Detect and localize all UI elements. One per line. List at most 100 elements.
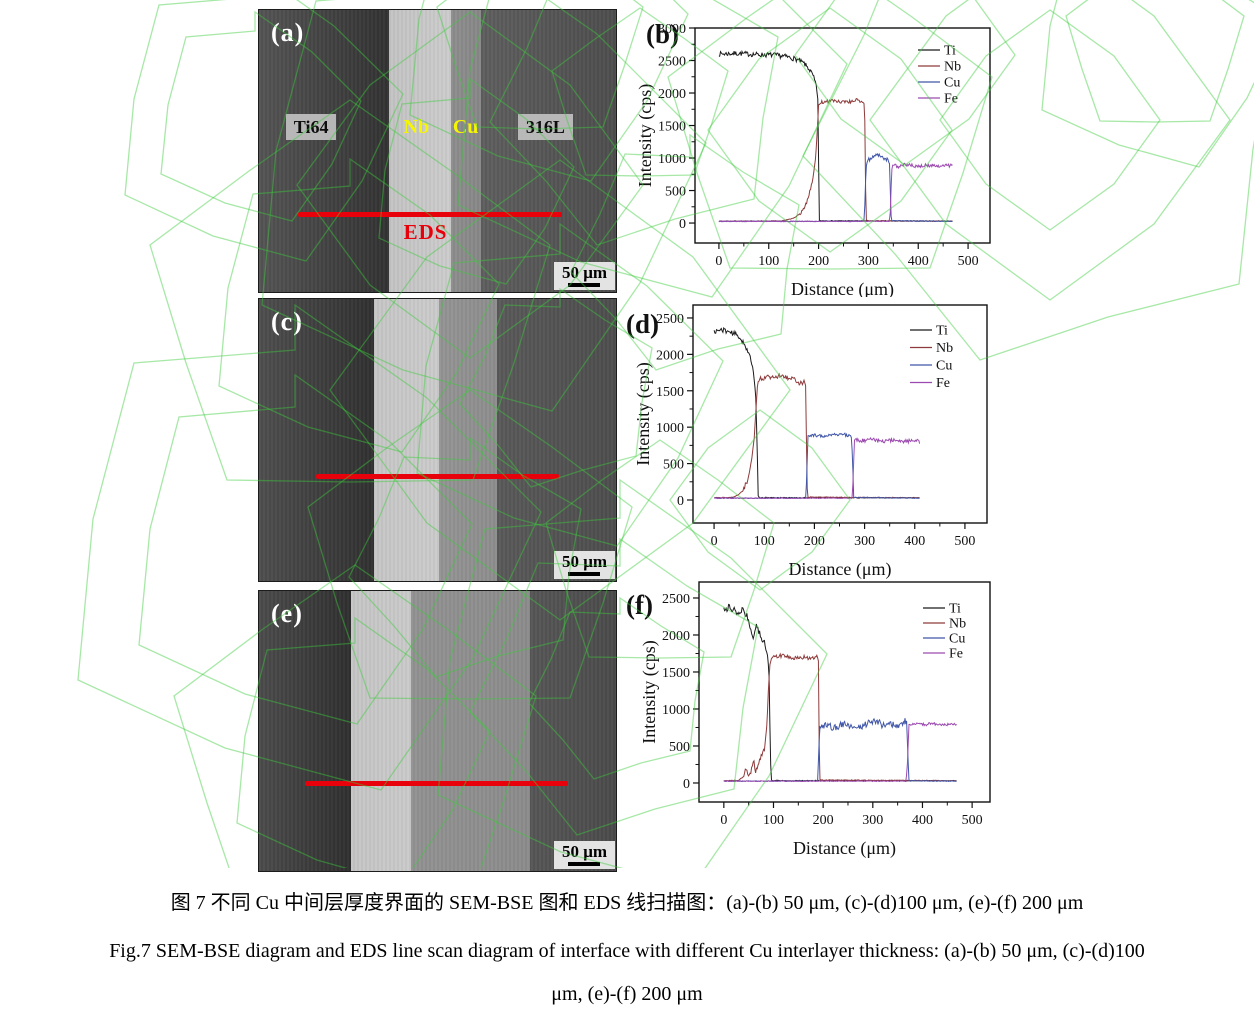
- svg-text:Cu: Cu: [936, 359, 952, 374]
- svg-text:2000: 2000: [658, 87, 686, 102]
- svg-text:500: 500: [669, 740, 690, 755]
- svg-text:2500: 2500: [656, 312, 684, 327]
- svg-text:100: 100: [763, 813, 784, 828]
- svg-text:Distance (μm): Distance (μm): [791, 279, 894, 297]
- scale-bar-line: [568, 572, 601, 576]
- svg-text:0: 0: [677, 494, 684, 509]
- sem-region-cu: [450, 10, 482, 292]
- svg-text:Ti: Ti: [949, 602, 961, 617]
- sem-region-nb: [374, 299, 439, 581]
- svg-text:300: 300: [862, 813, 883, 828]
- svg-text:0: 0: [683, 777, 690, 792]
- eds-scan-line: [298, 211, 563, 217]
- scale-bar-e: 50 μm: [553, 841, 615, 869]
- panel-label-a: (a): [271, 18, 305, 47]
- svg-text:500: 500: [958, 254, 979, 269]
- sem-image-c: (c) 50 μm: [258, 298, 617, 582]
- svg-text:1500: 1500: [656, 385, 684, 400]
- svg-text:1500: 1500: [658, 120, 686, 135]
- eds-line-chart-d: 0 100 200 300 400 500 0 500 1000 1500 2000 2500 Dist…: [626, 304, 988, 580]
- svg-text:Fe: Fe: [949, 647, 963, 662]
- svg-text:Ti: Ti: [944, 44, 956, 59]
- svg-text:Distance (μm): Distance (μm): [788, 559, 891, 580]
- svg-text:Cu: Cu: [944, 76, 960, 91]
- svg-text:(b): (b): [646, 19, 679, 49]
- svg-text:400: 400: [912, 813, 933, 828]
- svg-text:0: 0: [720, 813, 727, 828]
- sem-region-cu: [438, 299, 497, 581]
- svg-text:2500: 2500: [658, 55, 686, 70]
- panel-label-c: (c): [271, 307, 303, 336]
- svg-text:500: 500: [665, 185, 686, 200]
- svg-text:Cu: Cu: [949, 632, 965, 647]
- svg-text:1000: 1000: [656, 421, 684, 436]
- svg-text:300: 300: [858, 254, 879, 269]
- svg-text:200: 200: [808, 254, 829, 269]
- svg-text:Intensity (cps): Intensity (cps): [639, 640, 660, 743]
- svg-text:200: 200: [813, 813, 834, 828]
- svg-text:1000: 1000: [658, 152, 686, 167]
- sem-texture: [259, 10, 616, 292]
- sem-region-ti64: [259, 10, 390, 292]
- panel-label-e: (e): [271, 599, 303, 628]
- svg-text:Intensity (cps): Intensity (cps): [633, 362, 654, 465]
- svg-text:500: 500: [962, 813, 983, 828]
- scale-bar-a: 50 μm: [553, 262, 615, 290]
- sem-region-cu: [411, 591, 530, 871]
- svg-text:Nb: Nb: [949, 617, 966, 632]
- svg-text:1000: 1000: [662, 703, 690, 718]
- svg-text:200: 200: [804, 534, 825, 549]
- svg-text:Intensity (cps): Intensity (cps): [635, 84, 656, 187]
- scale-bar-line: [568, 283, 601, 287]
- svg-text:2000: 2000: [662, 629, 690, 644]
- svg-text:400: 400: [908, 254, 929, 269]
- region-label-316l: 316L: [517, 114, 573, 141]
- sem-region-316l: [481, 10, 616, 292]
- svg-text:0: 0: [711, 534, 718, 549]
- svg-text:Fe: Fe: [936, 376, 950, 391]
- svg-text:Ti: Ti: [936, 324, 948, 339]
- scale-bar-text: 50 μm: [561, 842, 607, 861]
- svg-text:0: 0: [715, 254, 722, 269]
- svg-text:300: 300: [854, 534, 875, 549]
- caption-english-line1: Fig.7 SEM-BSE diagram and EDS line scan …: [109, 940, 1145, 962]
- eds-label: EDS: [403, 220, 448, 245]
- svg-text:2500: 2500: [662, 592, 690, 607]
- sem-region-316l: [496, 299, 616, 581]
- svg-text:(d): (d): [626, 309, 659, 339]
- svg-text:Nb: Nb: [936, 341, 953, 356]
- svg-text:Distance (μm): Distance (μm): [793, 838, 896, 859]
- sem-region-316l: [529, 591, 616, 871]
- region-label-nb: Nb: [403, 115, 430, 138]
- scale-bar-line: [568, 862, 601, 866]
- sem-image-e: (e) 50 μm: [258, 590, 617, 872]
- svg-text:100: 100: [758, 254, 779, 269]
- sem-texture: [259, 299, 616, 581]
- svg-text:0: 0: [679, 217, 686, 232]
- caption-chinese: 图 7 不同 Cu 中间层厚度界面的 SEM-BSE 图和 EDS 线扫描图：(…: [170, 892, 1084, 914]
- sem-region-nb: [351, 591, 412, 871]
- eds-line-chart-b: 0 100 200 300 400 500 0 500 1000 1500 2000 2500 3000…: [635, 19, 991, 297]
- svg-text:500: 500: [954, 534, 975, 549]
- eds-line-chart-f: 0 100 200 300 400 500 0 500 1000 1500 2000 2500 Dist…: [626, 581, 991, 859]
- svg-text:1500: 1500: [662, 666, 690, 681]
- svg-text:100: 100: [754, 534, 775, 549]
- sem-image-a: (a) Ti64 Nb Cu 316L EDS 50 μm: [258, 9, 617, 293]
- caption-english-line2: μm, (e)-(f) 200 μm: [551, 983, 703, 1005]
- scale-bar-c: 50 μm: [553, 551, 615, 579]
- sem-texture: [259, 591, 616, 871]
- svg-text:(f): (f): [626, 590, 653, 620]
- svg-text:2000: 2000: [656, 348, 684, 363]
- sem-region-ti64: [259, 591, 352, 871]
- eds-scan-line: [316, 473, 559, 479]
- svg-text:400: 400: [904, 534, 925, 549]
- sem-region-nb: [389, 10, 451, 292]
- svg-text:500: 500: [663, 458, 684, 473]
- svg-text:3000: 3000: [658, 22, 686, 37]
- eds-scan-line: [305, 781, 568, 787]
- scale-bar-text: 50 μm: [561, 263, 607, 282]
- scale-bar-text: 50 μm: [561, 552, 607, 571]
- sem-region-ti64: [259, 299, 375, 581]
- svg-text:Fe: Fe: [944, 92, 958, 107]
